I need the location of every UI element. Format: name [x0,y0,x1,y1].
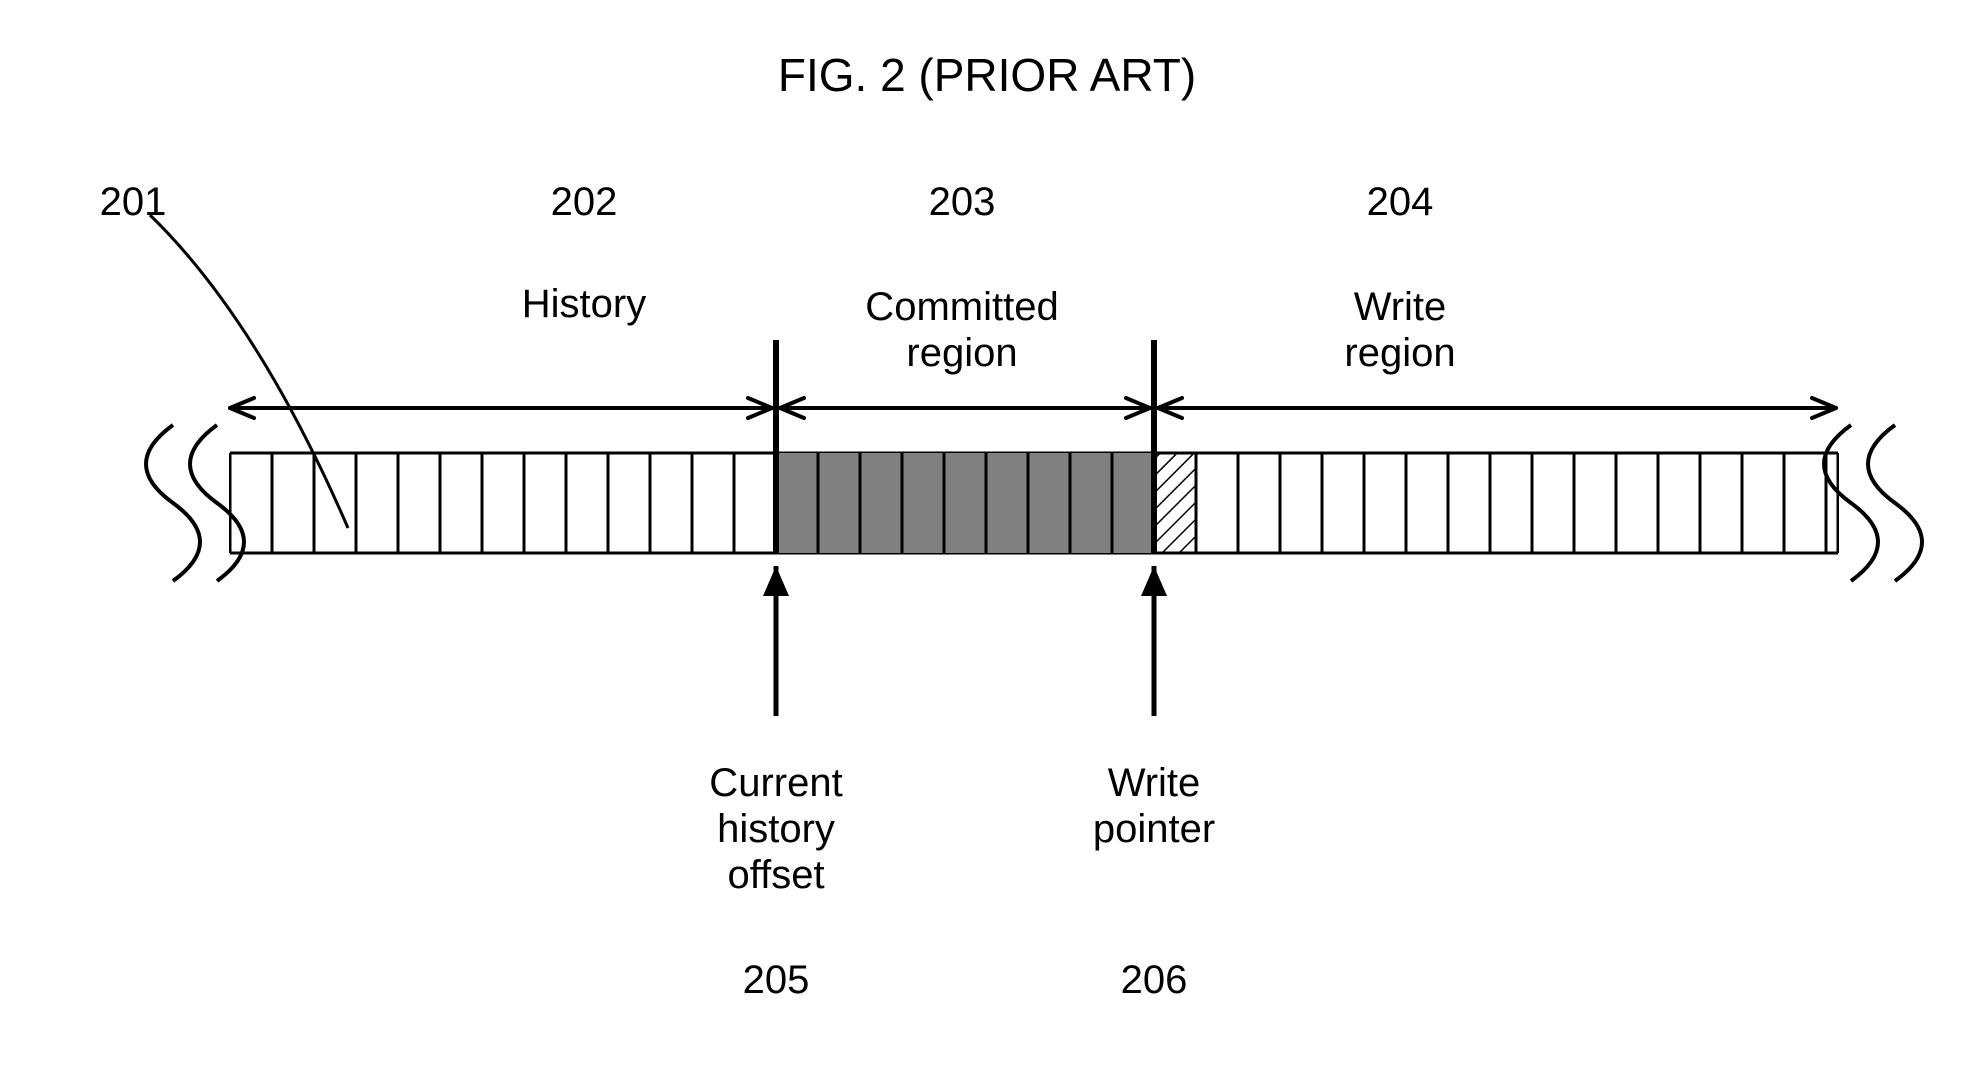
figure-stage: FIG. 2 (PRIOR ART) 201 202 203 204 History Com… [0,0,1974,1083]
label-num205: 205 [743,960,810,1000]
label-write_ptr: Write pointer [1093,760,1215,852]
label-write_reg: Write region [1344,284,1455,376]
label-num204: 204 [1367,182,1434,222]
label-committed: Committed region [865,284,1058,376]
label-num206: 206 [1121,960,1188,1000]
label-num203: 203 [929,182,996,222]
label-ref201: 201 [100,182,167,222]
figure-title: FIG. 2 (PRIOR ART) [778,52,1196,98]
label-num202: 202 [551,182,618,222]
diagram-svg [0,0,1974,1083]
label-history: History [522,284,646,324]
label-cur_hist: Current history offset [709,760,842,898]
